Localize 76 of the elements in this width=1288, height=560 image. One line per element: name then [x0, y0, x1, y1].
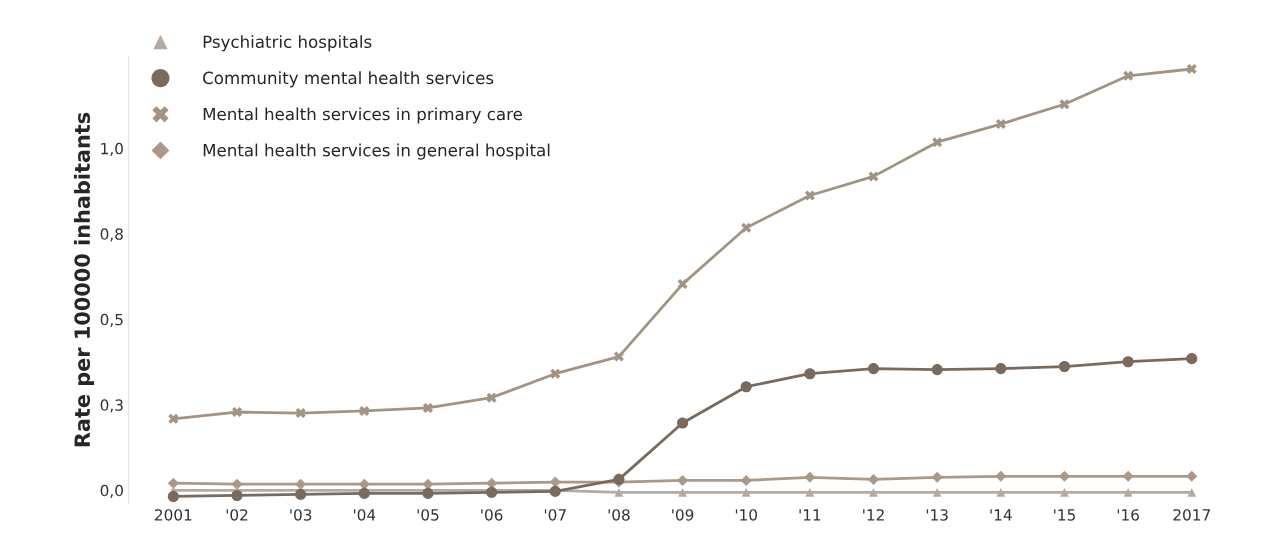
point	[232, 407, 243, 418]
x-tick-label: '10	[735, 509, 758, 521]
point	[804, 471, 816, 483]
point	[295, 478, 307, 490]
point	[932, 137, 943, 148]
legend-label: Mental health services in primary care	[203, 107, 522, 124]
y-tick-label: 0,5	[100, 313, 123, 327]
point	[1058, 360, 1071, 373]
y-tick-label: 0,3	[100, 399, 123, 413]
legend-label: Psychiatric hospitals	[203, 35, 372, 52]
point	[358, 487, 370, 499]
x-tick-label: '04	[353, 509, 376, 521]
point	[804, 368, 816, 380]
point	[740, 474, 752, 486]
point	[167, 490, 179, 503]
point	[422, 487, 434, 499]
y-tick-label: 0,8	[100, 228, 123, 242]
point	[995, 119, 1006, 130]
point	[677, 417, 689, 429]
point	[231, 478, 243, 490]
y-axis-title: Rate per 100000 inhabitants	[73, 112, 95, 447]
point	[167, 477, 179, 489]
point	[1186, 353, 1198, 365]
y-tick-label: 1,0	[101, 142, 123, 156]
x-tick-label: 2017	[1173, 509, 1210, 521]
x-tick-label: '06	[481, 509, 503, 521]
point	[1060, 487, 1069, 497]
point	[422, 402, 433, 413]
point	[996, 487, 1006, 497]
point	[932, 487, 942, 497]
point	[613, 351, 624, 362]
legend-label: Mental health services in general hospital	[203, 143, 550, 160]
point	[1186, 64, 1197, 74]
point	[741, 222, 752, 233]
x-tick-label: '15	[1054, 509, 1075, 521]
x-tick-label: '16	[1117, 509, 1139, 521]
point	[931, 364, 943, 376]
point	[1187, 487, 1197, 497]
point	[869, 487, 878, 497]
x-tick-label: '12	[863, 509, 884, 521]
point	[867, 363, 880, 375]
point	[1059, 99, 1070, 110]
point	[359, 405, 370, 416]
x-tick-label: '11	[799, 509, 821, 521]
point	[741, 487, 751, 497]
x-tick-label: '09	[672, 509, 694, 521]
x-tick-label: '05	[417, 509, 439, 521]
point	[804, 190, 815, 201]
point	[1123, 70, 1134, 81]
x-tick-label: '02	[226, 509, 248, 521]
point	[931, 471, 943, 483]
y-tick-label: 0,0	[100, 484, 123, 498]
point	[231, 489, 243, 502]
point	[1186, 470, 1198, 482]
point	[678, 487, 688, 497]
point	[168, 413, 179, 424]
point	[295, 408, 306, 419]
point	[868, 473, 880, 485]
point	[740, 381, 752, 393]
legend-label: Community mental health services	[203, 71, 494, 88]
point	[677, 279, 688, 290]
point	[1122, 356, 1134, 368]
point	[1123, 487, 1133, 497]
x-tick-label: '03	[290, 509, 312, 521]
point	[995, 363, 1007, 375]
point	[614, 487, 624, 497]
x-tick-label: '14	[990, 509, 1012, 521]
point	[550, 368, 561, 379]
x-tick-label: '07	[544, 509, 566, 521]
x-tick-label: '13	[926, 509, 948, 521]
x-tick-label: '08	[608, 509, 630, 521]
point	[486, 392, 497, 403]
x-tick-label: 2001	[155, 509, 192, 521]
point	[805, 487, 815, 497]
point	[295, 488, 307, 500]
point	[868, 171, 879, 182]
